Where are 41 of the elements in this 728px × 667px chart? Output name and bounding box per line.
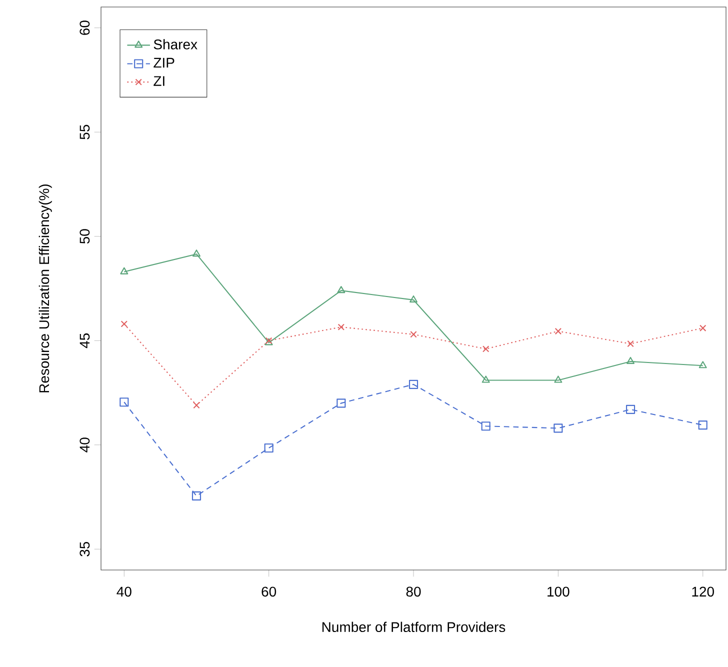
x-tick-label: 80 bbox=[406, 586, 421, 597]
point bbox=[193, 402, 200, 409]
point bbox=[554, 328, 562, 335]
point bbox=[264, 443, 274, 453]
y-tick-label: 60 bbox=[80, 20, 90, 35]
legend-label: ZIP bbox=[154, 58, 174, 68]
point bbox=[626, 356, 635, 364]
x-axis-title: Number of Platform Providers bbox=[322, 622, 506, 632]
point bbox=[626, 404, 636, 414]
point bbox=[554, 424, 563, 433]
y-tick-label: 45 bbox=[80, 333, 90, 348]
point bbox=[410, 295, 418, 302]
point bbox=[627, 340, 634, 348]
y-axis-title: Resource Utilization Efficiency(%) bbox=[38, 184, 52, 392]
point bbox=[192, 250, 200, 257]
x-tick-label: 40 bbox=[116, 586, 132, 597]
point bbox=[482, 376, 490, 383]
y-tick-label: 35 bbox=[80, 542, 90, 556]
point bbox=[338, 324, 345, 330]
y-tick-label: 55 bbox=[80, 124, 90, 140]
y-tick-label: 40 bbox=[80, 438, 90, 452]
point bbox=[482, 346, 490, 352]
point bbox=[554, 376, 562, 383]
point bbox=[408, 380, 418, 389]
point bbox=[336, 398, 346, 408]
point bbox=[700, 324, 706, 332]
legend-label: ZI bbox=[154, 76, 164, 86]
point bbox=[481, 422, 490, 431]
x-tick-label: 60 bbox=[262, 586, 276, 597]
point bbox=[698, 420, 708, 430]
point bbox=[120, 320, 128, 328]
point bbox=[120, 267, 128, 274]
x-tick-label: 120 bbox=[692, 586, 714, 597]
point bbox=[410, 331, 417, 338]
point bbox=[192, 491, 202, 500]
y-tick-label: 50 bbox=[80, 229, 90, 244]
x-tick-label: 100 bbox=[548, 586, 570, 597]
point bbox=[698, 361, 707, 368]
point bbox=[120, 398, 129, 407]
legend-label: Sharex bbox=[154, 39, 198, 50]
point bbox=[337, 286, 346, 294]
